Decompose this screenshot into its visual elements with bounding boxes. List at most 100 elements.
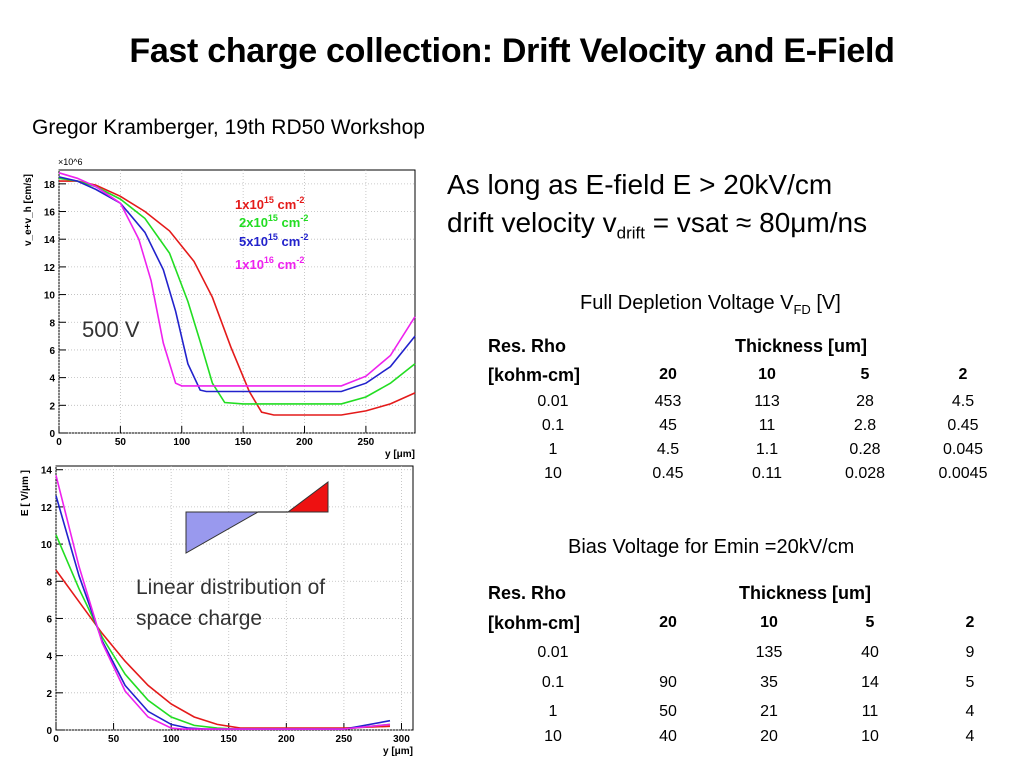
y-tick-label: 4 xyxy=(46,652,52,663)
table-cell: 1.1 xyxy=(755,441,779,458)
table-cell: 0.0045 xyxy=(938,465,988,482)
x-tick-label: 50 xyxy=(115,437,127,448)
series-line xyxy=(58,172,416,387)
x-tick-label: 100 xyxy=(173,437,190,448)
table-cell: 20 xyxy=(760,728,778,745)
y-tick-label: 10 xyxy=(44,291,56,302)
table-cell: 21 xyxy=(760,703,778,720)
thickness-value: 2 xyxy=(958,366,968,383)
voltage-annotation: 500 V xyxy=(82,317,140,342)
plot-frame xyxy=(58,169,416,434)
table-cell: 113 xyxy=(754,393,780,410)
table-cell: 11 xyxy=(861,703,879,720)
table-cell: 0.045 xyxy=(942,441,984,458)
table-cell: 1 xyxy=(548,441,558,458)
table-row: 1 50 21 11 4 xyxy=(488,698,1020,726)
x-tick-label: 0 xyxy=(53,734,59,745)
table-cell: 0.01 xyxy=(537,644,569,661)
x-tick-label: 50 xyxy=(108,734,120,745)
y-tick-label: 6 xyxy=(49,346,55,357)
x-tick-label: 150 xyxy=(235,437,252,448)
y-axis-label: v_e+v_h [cm/s] xyxy=(23,174,34,246)
table-cell: 0.1 xyxy=(541,674,565,691)
thickness-header: Thickness [um] xyxy=(739,582,872,603)
y-tick-label: 0 xyxy=(46,726,52,737)
series-line xyxy=(58,176,416,393)
legend-1e15: 1x1015 cm-2 xyxy=(235,195,304,212)
rho-unit-label: [kohm-cm] xyxy=(488,612,581,633)
y-tick-label: 8 xyxy=(46,577,52,588)
table-cell: 1 xyxy=(548,703,558,720)
y-tick-label: 10 xyxy=(41,540,53,551)
table-row: 10 40 20 10 4 xyxy=(488,726,1020,748)
y-tick-label: 2 xyxy=(46,689,52,700)
positive-charge-triangle xyxy=(286,481,329,513)
x-tick-label: 150 xyxy=(220,734,237,745)
table-cell: 10 xyxy=(544,728,562,745)
table-cell: 0.11 xyxy=(752,465,782,482)
statement-line-1: As long as E-field E > 20kV/cm xyxy=(447,169,833,200)
x-tick-label: 0 xyxy=(56,437,62,448)
table-row: 0.01 453 113 28 4.5 xyxy=(488,390,1012,414)
table-cell: 0.45 xyxy=(652,465,684,482)
page-title: Fast charge collection: Drift Velocity a… xyxy=(129,32,895,70)
space-charge-annotation-line1: Linear distribution of xyxy=(136,576,325,599)
x-tick-label: 200 xyxy=(296,437,313,448)
space-charge-annotation-line2: space charge xyxy=(136,607,262,630)
y-tick-label: 0 xyxy=(49,429,55,440)
table-cell: 5 xyxy=(965,674,975,691)
table1-caption: Full Depletion Voltage VFD [V] xyxy=(580,292,841,317)
x-tick-label: 250 xyxy=(358,437,375,448)
y-tick-label: 8 xyxy=(49,318,55,329)
y-tick-label: 2 xyxy=(49,401,55,412)
table-cell: 9 xyxy=(965,644,975,661)
table-cell: 135 xyxy=(755,644,783,661)
bias-voltage-table: Res. Rho Thickness [um] [kohm-cm] 20 10 … xyxy=(488,578,1020,748)
y-tick-label: 18 xyxy=(44,180,56,191)
series-line xyxy=(55,569,391,729)
y-tick-label: 12 xyxy=(41,503,53,514)
table-cell: 40 xyxy=(659,728,677,745)
table-cell: 45 xyxy=(659,417,677,434)
table-row: 10 0.45 0.11 0.028 0.0045 xyxy=(488,462,1012,486)
drift-statement: As long as E-field E > 20kV/cm drift vel… xyxy=(447,166,867,253)
thickness-value: 20 xyxy=(659,366,677,383)
table-cell: 4 xyxy=(965,728,975,745)
table-cell: 4.5 xyxy=(656,441,680,458)
table-cell: 14 xyxy=(861,674,879,691)
table-cell: 90 xyxy=(659,674,677,691)
y-tick-label: 16 xyxy=(44,208,56,219)
series-line xyxy=(58,177,416,405)
table-cell: 40 xyxy=(861,644,879,661)
series-line xyxy=(55,475,391,730)
thickness-value: 20 xyxy=(659,614,677,631)
table-cell: 50 xyxy=(659,703,677,720)
table-cell: 4 xyxy=(965,703,975,720)
negative-charge-triangle xyxy=(185,511,260,554)
rho-label: Res. Rho xyxy=(488,335,567,356)
drift-velocity-chart: 0 50 100 150 200 250 0 2 4 6 8 10 12 14 16 18 y [μm] v_e+… xyxy=(23,157,416,460)
x-axis-label: y [μm] xyxy=(383,746,413,757)
table-cell xyxy=(618,638,718,668)
thickness-header: Thickness [um] xyxy=(735,335,868,356)
table-cell: 4.5 xyxy=(951,393,975,410)
plot-frame xyxy=(55,465,414,731)
table-cell: 0.45 xyxy=(947,417,979,434)
rho-unit-label: [kohm-cm] xyxy=(488,364,581,385)
table2-caption: Bias Voltage for Emin =20kV/cm xyxy=(568,536,855,558)
x-tick-label: 100 xyxy=(163,734,180,745)
table-cell: 10 xyxy=(861,728,879,745)
table-row: 1 4.5 1.1 0.28 0.045 xyxy=(488,438,1012,462)
table-row: 0.1 90 35 14 5 xyxy=(488,668,1020,698)
rho-label: Res. Rho xyxy=(488,582,567,603)
x-tick-label: 250 xyxy=(336,734,353,745)
legend-1e16: 1x1016 cm-2 xyxy=(235,255,304,272)
table-cell: 0.01 xyxy=(537,393,569,410)
table-cell: 35 xyxy=(760,674,778,691)
table-cell: 28 xyxy=(856,393,874,410)
full-depletion-table: Res. Rho Thickness [um] [kohm-cm] 20 10 … xyxy=(488,332,1012,486)
x-axis-label: y [μm] xyxy=(385,449,415,460)
x-tick-label: 200 xyxy=(278,734,295,745)
table-cell: 11 xyxy=(758,417,776,434)
x-tick-label: 300 xyxy=(393,734,410,745)
